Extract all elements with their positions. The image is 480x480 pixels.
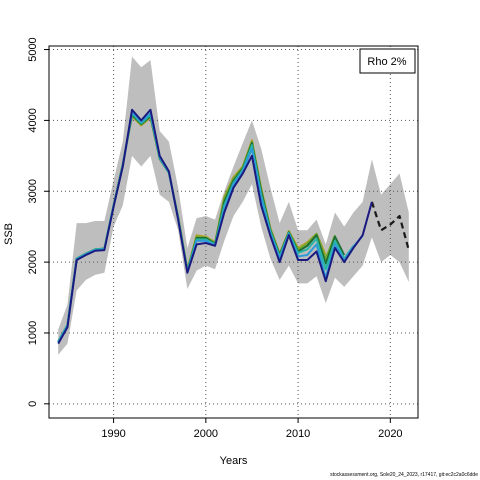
ssb-series-line: [57, 108, 373, 345]
footer-credit: stockassessment.org, Sole20_24_2023, r17…: [330, 472, 478, 478]
x-axis-title: Years: [220, 455, 248, 467]
legend-box: [359, 48, 416, 74]
grid-layer: [49, 46, 418, 418]
y-tick-label: 1000: [27, 321, 39, 345]
series-layer: [57, 108, 410, 345]
legend-text: Rho 2%: [367, 56, 406, 68]
x-tick-label: 1990: [101, 428, 125, 440]
y-tick-label: 0: [27, 401, 39, 407]
confidence-band-layer: [58, 56, 409, 355]
x-tick-label: 2010: [286, 428, 310, 440]
y-tick-label: 3000: [27, 179, 39, 203]
y-tick-label: 2000: [27, 250, 39, 274]
confidence-band: [58, 56, 409, 355]
y-tick-label: 5000: [27, 37, 39, 61]
projection-line: [370, 201, 410, 251]
legend: Rho 2%: [359, 48, 416, 74]
x-tick-label: 2000: [194, 428, 218, 440]
y-axis-title: SSB: [3, 223, 15, 245]
axis-layer: 1990 2000 2010 2020 0 1000 2000 3000 4000 5000: [27, 37, 403, 440]
y-tick-label: 4000: [27, 108, 39, 132]
x-tick-label: 2020: [378, 428, 402, 440]
plot-frame: [48, 45, 419, 419]
